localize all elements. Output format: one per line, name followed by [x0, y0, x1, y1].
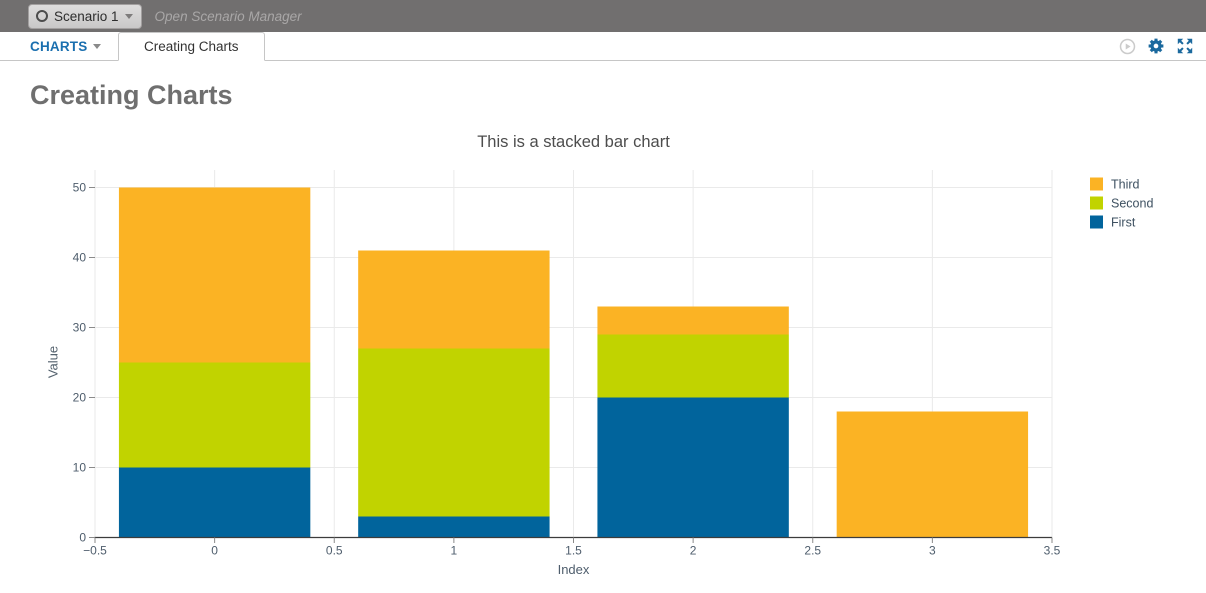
- x-tick-label: 1: [451, 544, 458, 558]
- bar-segment-0-second[interactable]: [118, 362, 311, 468]
- y-tick-label: 0: [79, 531, 86, 545]
- x-tick-label: 3.5: [1044, 544, 1061, 558]
- legend-item-third[interactable]: Third: [1090, 177, 1140, 192]
- bar-segment-3-third[interactable]: [836, 411, 1029, 538]
- scenario-status-icon: [36, 10, 48, 22]
- bar-segment-1-first[interactable]: [358, 516, 550, 538]
- chevron-down-icon: [93, 43, 102, 49]
- legend-swatch: [1090, 177, 1103, 191]
- bar-segment-1-second[interactable]: [358, 348, 550, 517]
- x-tick-label: 3: [929, 544, 936, 558]
- y-tick-label: 30: [73, 321, 87, 335]
- x-tick-label: 1.5: [565, 544, 582, 558]
- charts-menu-label: CHARTS: [30, 38, 88, 54]
- scenario-button-label: Scenario 1: [54, 8, 119, 24]
- legend-item-second[interactable]: Second: [1090, 196, 1153, 211]
- top-header-bar: Scenario 1 Open Scenario Manager: [0, 0, 1206, 32]
- bar-segment-0-first[interactable]: [118, 467, 311, 538]
- legend-swatch: [1090, 196, 1103, 210]
- bar-segment-2-third[interactable]: [597, 306, 789, 335]
- x-tick-label: 0.5: [326, 544, 343, 558]
- x-tick-label: 2.5: [804, 544, 821, 558]
- chevron-down-icon: [124, 13, 133, 19]
- bar-segment-2-second[interactable]: [597, 334, 789, 398]
- y-tick-label: 20: [73, 391, 87, 405]
- legend-swatch: [1090, 215, 1103, 229]
- legend-item-first[interactable]: First: [1090, 215, 1136, 230]
- y-tick-label: 10: [73, 461, 87, 475]
- x-tick-label: −0.5: [83, 544, 107, 558]
- tab-creating-charts[interactable]: Creating Charts: [118, 32, 265, 61]
- bar-segment-2-first[interactable]: [597, 397, 789, 538]
- y-tick-label: 40: [73, 251, 87, 265]
- y-tick-label: 50: [73, 181, 87, 195]
- charts-dropdown-menu[interactable]: CHARTS: [30, 32, 102, 60]
- scenario-selector-button[interactable]: Scenario 1: [28, 3, 142, 29]
- bar-segment-1-third[interactable]: [358, 250, 550, 349]
- expand-icon[interactable]: [1176, 37, 1194, 55]
- chart-title: This is a stacked bar chart: [477, 133, 670, 151]
- play-circle-icon[interactable]: [1119, 38, 1136, 55]
- x-axis-label: Index: [557, 562, 590, 577]
- bar-segment-0-third[interactable]: [118, 187, 311, 363]
- legend-label: First: [1111, 216, 1136, 230]
- y-axis-label: Value: [45, 345, 61, 379]
- page-title: Creating Charts: [30, 80, 233, 110]
- legend-label: Second: [1111, 197, 1153, 211]
- nav-tab-bar: CHARTS Creating Charts: [0, 32, 1206, 61]
- x-tick-label: 0: [211, 544, 218, 558]
- x-tick-label: 2: [690, 544, 697, 558]
- open-scenario-manager-link[interactable]: Open Scenario Manager: [154, 8, 302, 24]
- nav-action-icons: [1119, 32, 1194, 60]
- gear-icon[interactable]: [1147, 37, 1165, 55]
- legend-label: Third: [1111, 178, 1140, 192]
